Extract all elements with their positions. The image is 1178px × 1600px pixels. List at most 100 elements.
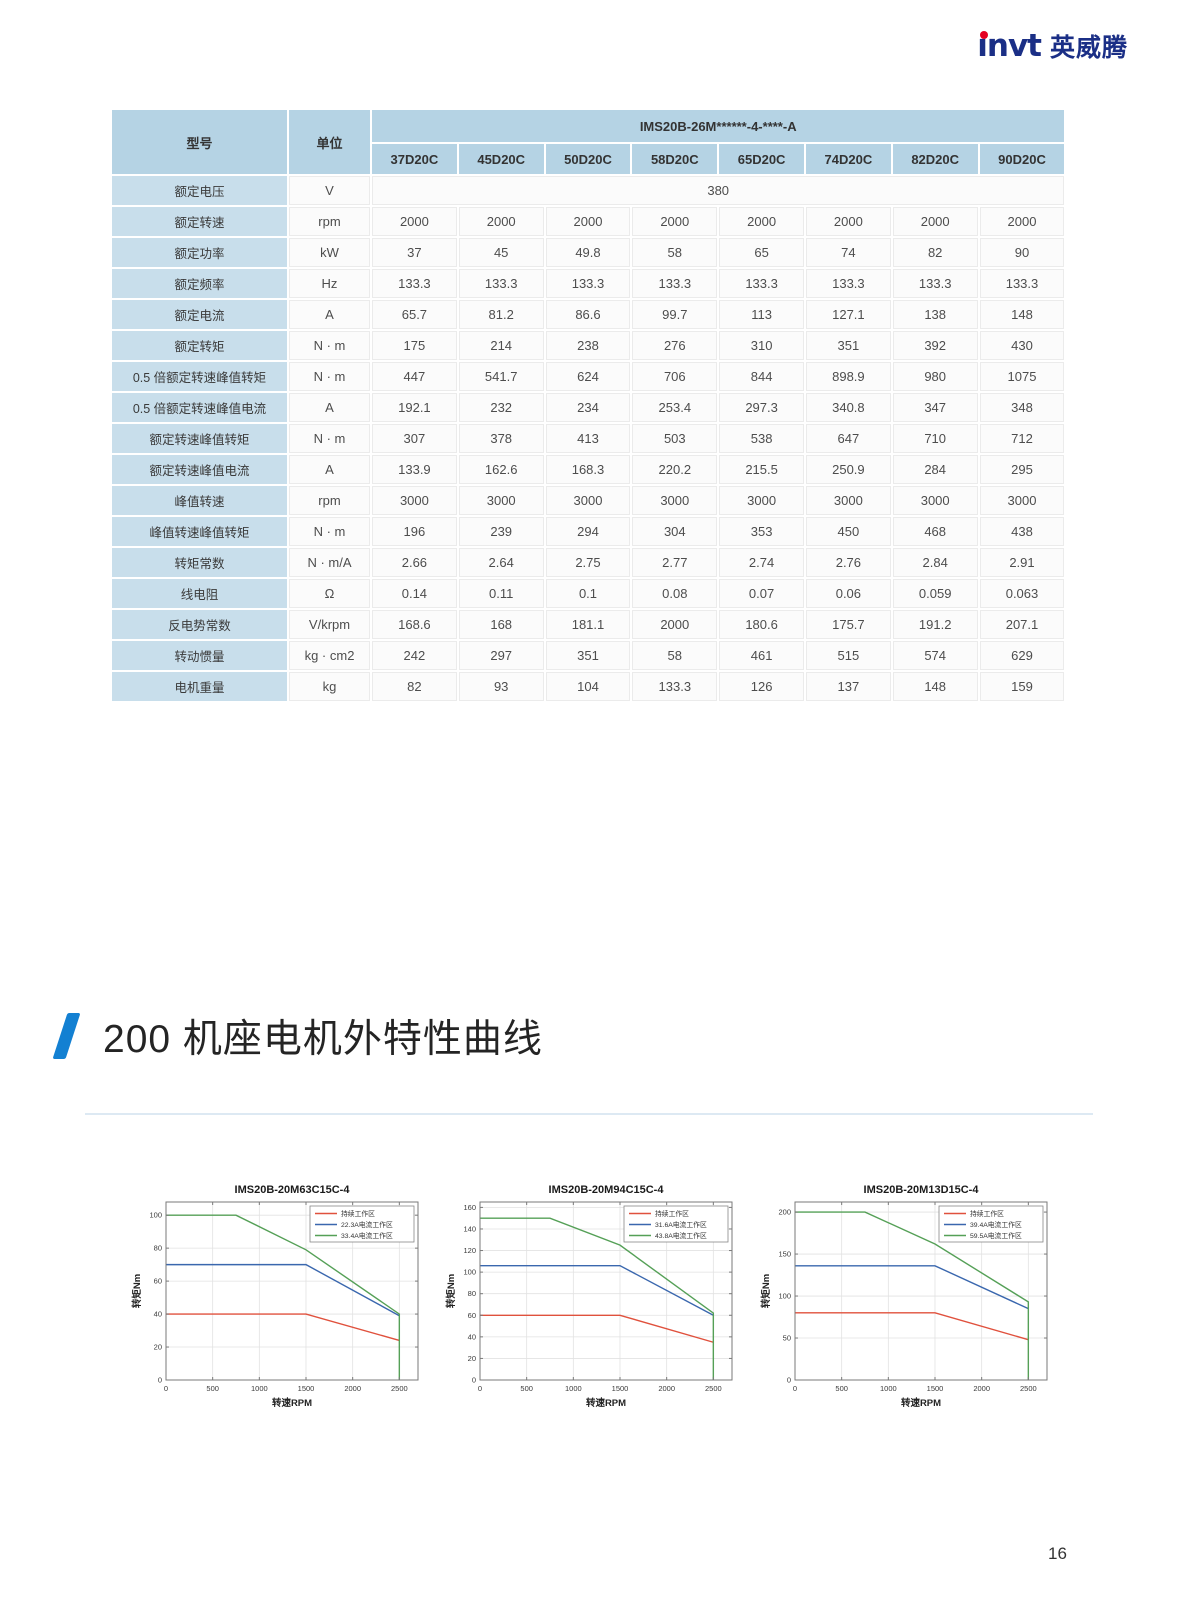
spec-row: 额定电流 A 65.7 81.2 86.6 99.7 113 127.1 138 148 [110, 298, 1067, 331]
svg-text:200: 200 [778, 1208, 791, 1217]
svg-text:50: 50 [783, 1334, 791, 1343]
svg-text:20: 20 [154, 1343, 162, 1352]
value-cell: 133.3 [543, 267, 633, 300]
value-cell: 148 [977, 298, 1067, 331]
value-cell: 242 [370, 639, 459, 672]
unit-cell: Ω [287, 577, 372, 610]
value-cell: 2000 [456, 205, 546, 238]
value-cell: 180.6 [717, 608, 806, 641]
value-cell: 0.14 [370, 577, 459, 610]
unit-cell: kW [287, 236, 372, 269]
value-cell: 1075 [977, 360, 1067, 393]
header-model-column: 74D20C [803, 142, 893, 176]
header-unit: 单位 [287, 108, 372, 176]
svg-text:1500: 1500 [927, 1384, 944, 1393]
row-label-cell: 峰值转速峰值转矩 [110, 515, 289, 548]
svg-text:0: 0 [478, 1384, 482, 1393]
unit-cell: V/krpm [287, 608, 372, 641]
spec-row: 额定功率 kW 37 45 49.8 58 65 74 82 90 [110, 236, 1067, 269]
unit-cell: rpm [287, 205, 372, 238]
value-cell: 353 [717, 515, 806, 548]
value-cell: 238 [543, 329, 633, 362]
value-cell: 181.1 [543, 608, 633, 641]
chart-legend: 持续工作区 31.6A电流工作区 43.8A电流工作区 [623, 1205, 729, 1243]
svg-text:39.4A电流工作区: 39.4A电流工作区 [970, 1220, 1022, 1229]
x-axis-label: 转速RPM [272, 1397, 312, 1409]
value-cell: 2.84 [890, 546, 980, 579]
svg-text:2500: 2500 [705, 1384, 722, 1393]
value-cell: 2000 [543, 205, 633, 238]
svg-text:40: 40 [468, 1332, 476, 1341]
value-cell: 196 [370, 515, 459, 548]
value-cell: 0.1 [543, 577, 633, 610]
unit-cell: N · m [287, 422, 372, 455]
svg-text:140: 140 [463, 1224, 476, 1233]
value-cell: 351 [803, 329, 893, 362]
value-cell: 307 [370, 422, 459, 455]
value-cell: 3000 [630, 484, 720, 517]
value-cell: 392 [890, 329, 980, 362]
chart-title: IMS20B-20M13D15C-4 [864, 1184, 980, 1196]
value-cell: 468 [890, 515, 980, 548]
unit-cell: A [287, 298, 372, 331]
row-label-cell: 额定转速 [110, 205, 289, 238]
value-cell: 0.08 [630, 577, 720, 610]
value-cell: 2.77 [630, 546, 720, 579]
section-heading: 200 机座电机外特性曲线 [52, 1008, 543, 1064]
value-cell: 133.3 [630, 670, 720, 703]
row-label-cell: 0.5 倍额定转速峰值转矩 [110, 360, 289, 393]
x-axis-label: 转速RPM [586, 1397, 626, 1409]
value-cell: 0.059 [890, 577, 980, 610]
value-cell: 2.75 [543, 546, 633, 579]
value-cell: 127.1 [803, 298, 893, 331]
unit-cell: N · m [287, 329, 372, 362]
value-cell: 133.3 [717, 267, 806, 300]
value-cell: 58 [630, 639, 720, 672]
header-model-column: 58D20C [630, 142, 720, 176]
svg-text:2500: 2500 [391, 1384, 408, 1393]
svg-text:100: 100 [149, 1211, 162, 1220]
value-cell: 430 [977, 329, 1067, 362]
value-cell: 191.2 [890, 608, 980, 641]
value-cell: 438 [977, 515, 1067, 548]
header-model-column: 50D20C [543, 142, 633, 176]
value-cell: 37 [370, 236, 459, 269]
svg-text:43.8A电流工作区: 43.8A电流工作区 [655, 1231, 707, 1240]
row-label-cell: 额定转速峰值转矩 [110, 422, 289, 455]
value-cell: 378 [456, 422, 546, 455]
svg-text:2000: 2000 [658, 1384, 675, 1393]
value-cell: 538 [717, 422, 806, 455]
value-cell: 93 [456, 670, 546, 703]
value-cell: 541.7 [456, 360, 546, 393]
header-series: IMS20B-26M******-4-****-A [369, 108, 1067, 144]
y-axis-label: 转矩Nm [445, 1274, 457, 1308]
value-cell: 2.76 [803, 546, 893, 579]
value-cell: 0.06 [803, 577, 893, 610]
value-cell: 192.1 [370, 391, 459, 424]
svg-text:2500: 2500 [1020, 1384, 1037, 1393]
row-label-cell: 额定功率 [110, 236, 289, 269]
spec-row: 线电阻 Ω 0.14 0.11 0.1 0.08 0.07 0.06 0.059 0.063 [110, 577, 1067, 610]
unit-cell: A [287, 453, 372, 486]
value-cell-span: 380 [369, 174, 1067, 207]
spec-row: 转矩常数 N · m/A 2.66 2.64 2.75 2.77 2.74 2.76 2.84 2… [110, 546, 1067, 579]
svg-text:80: 80 [468, 1289, 476, 1298]
value-cell: 297 [456, 639, 546, 672]
value-cell: 297.3 [717, 391, 806, 424]
value-cell: 351 [543, 639, 633, 672]
value-cell: 133.3 [370, 267, 459, 300]
value-cell: 250.9 [803, 453, 893, 486]
x-axis-label: 转速RPM [901, 1397, 941, 1409]
row-label-cell: 反电势常数 [110, 608, 289, 641]
value-cell: 294 [543, 515, 633, 548]
value-cell: 515 [803, 639, 893, 672]
value-cell: 3000 [370, 484, 459, 517]
spec-row: 0.5 倍额定转速峰值转矩 N · m 447 541.7 624 706 844 898.9… [110, 360, 1067, 393]
svg-text:100: 100 [463, 1268, 476, 1277]
value-cell: 3000 [717, 484, 806, 517]
spec-row: 反电势常数 V/krpm 168.6 168 181.1 2000 180.6 175.7 19… [110, 608, 1067, 641]
value-cell: 86.6 [543, 298, 633, 331]
spec-row: 转动惯量 kg · cm2 242 297 351 58 461 515 574 629 [110, 639, 1067, 672]
svg-text:80: 80 [154, 1244, 162, 1253]
svg-text:31.6A电流工作区: 31.6A电流工作区 [655, 1220, 707, 1229]
